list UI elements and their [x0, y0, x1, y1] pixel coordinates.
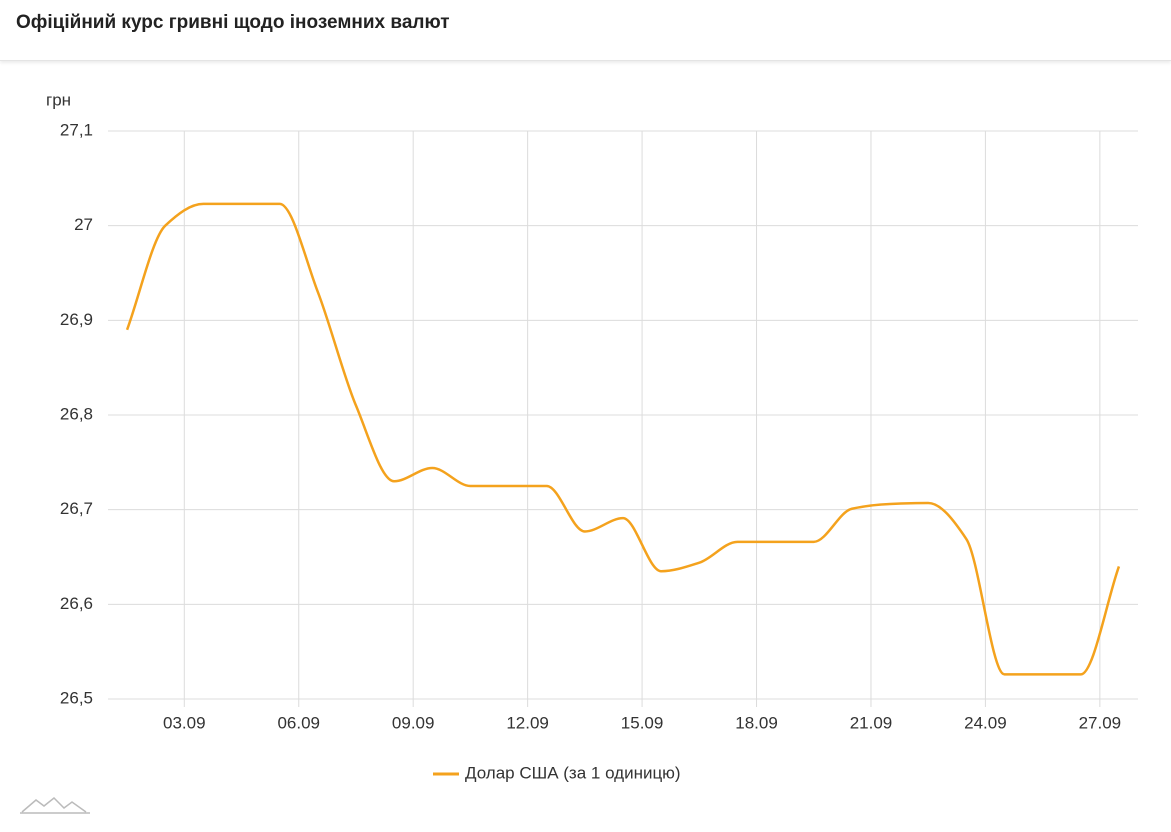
x-tick-label: 12.09	[506, 713, 549, 732]
data-line	[125, 202, 1121, 676]
legend-label: Долар США (за 1 одиницю)	[465, 763, 681, 782]
x-tick-label: 18.09	[735, 713, 778, 732]
y-tick-label: 27	[74, 215, 93, 234]
y-tick-label: 27,1	[60, 120, 93, 139]
x-tick-label: 06.09	[277, 713, 320, 732]
x-tick-label: 21.09	[850, 713, 893, 732]
x-tick-label: 27.09	[1079, 713, 1122, 732]
x-tick-label: 03.09	[163, 713, 206, 732]
y-axis-label: грн	[46, 90, 71, 109]
chart-title: Офіційний курс гривні щодо іноземних вал…	[16, 12, 450, 33]
y-tick-label: 26,7	[60, 499, 93, 518]
header: Офіційний курс гривні щодо іноземних вал…	[0, 0, 1171, 61]
y-tick-label: 26,6	[60, 594, 93, 613]
y-tick-label: 26,8	[60, 404, 93, 423]
y-tick-label: 26,9	[60, 310, 93, 329]
logo	[20, 796, 90, 814]
x-tick-label: 24.09	[964, 713, 1007, 732]
x-tick-label: 09.09	[392, 713, 435, 732]
y-tick-label: 26,5	[60, 688, 93, 707]
x-tick-label: 15.09	[621, 713, 664, 732]
